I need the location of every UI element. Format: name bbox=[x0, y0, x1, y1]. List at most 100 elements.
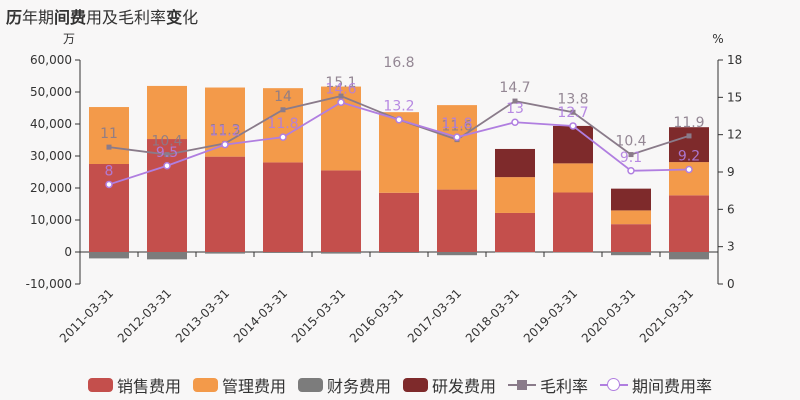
point-期间费用率-2016-03-31 bbox=[395, 115, 403, 124]
bar-管理费用-2019-03-31 bbox=[553, 163, 593, 193]
data-label-毛利率: 11.6 bbox=[441, 119, 472, 135]
legend-item-研发费用[interactable]: 研发费用 bbox=[403, 373, 496, 397]
data-label-期间费用率: 14.6 bbox=[325, 81, 356, 97]
data-label-毛利率: 14.7 bbox=[499, 80, 530, 96]
data-label-期间费用率: 13.2 bbox=[383, 99, 414, 115]
point-期间费用率-2015-03-31 bbox=[337, 98, 345, 107]
bar-销售费用-2021-03-31 bbox=[669, 195, 709, 252]
data-label-毛利率: 13.8 bbox=[557, 91, 588, 107]
x-tick-label: 2019-03-31 bbox=[521, 286, 580, 345]
bar-研发费用-2020-03-31 bbox=[611, 188, 651, 211]
bar-销售费用-2017-03-31 bbox=[437, 189, 477, 252]
data-label-毛利率: 14 bbox=[274, 89, 292, 105]
point-毛利率-2012-03-31 bbox=[164, 152, 170, 158]
legend-swatch bbox=[403, 378, 428, 392]
bar-管理费用-2012-03-31 bbox=[147, 85, 187, 140]
y-right-tick-label: 9 bbox=[727, 165, 735, 179]
title-part-3: 用及毛利率 bbox=[86, 8, 167, 27]
bar-财务费用-2011-03-31 bbox=[89, 252, 129, 259]
bar-财务费用-2016-03-31 bbox=[379, 252, 419, 253]
point-期间费用率-2019-03-31 bbox=[569, 122, 577, 130]
x-tick-label: 2018-03-31 bbox=[463, 286, 522, 345]
bar-研发费用-2018-03-31 bbox=[495, 148, 535, 178]
point-毛利率-2011-03-31 bbox=[106, 144, 112, 150]
title-part-4: 变 bbox=[166, 8, 183, 27]
legend-label: 销售费用 bbox=[116, 377, 181, 396]
x-tick-label: 2016-03-31 bbox=[347, 286, 406, 345]
legend-label: 财务费用 bbox=[326, 377, 391, 396]
point-期间费用率-2013-03-31 bbox=[221, 140, 229, 149]
y-right-tick-label: 15 bbox=[727, 90, 742, 104]
point-毛利率-2020-03-31 bbox=[628, 152, 634, 158]
title-part-1: 年期 bbox=[22, 8, 55, 27]
x-tick-label: 2014-03-31 bbox=[231, 286, 290, 345]
point-期间费用率-2012-03-31 bbox=[163, 162, 171, 170]
data-label-期间费用率: 11.8 bbox=[441, 116, 472, 132]
bar-销售费用-2013-03-31 bbox=[205, 156, 245, 252]
bar-销售费用-2015-03-31 bbox=[321, 170, 361, 252]
legend-label: 研发费用 bbox=[432, 377, 497, 396]
bar-管理费用-2011-03-31 bbox=[89, 107, 129, 164]
line-circle-marker-icon bbox=[600, 378, 629, 392]
y-left-tick-label: 60,000 bbox=[30, 53, 72, 67]
point-毛利率-2015-03-31 bbox=[338, 93, 344, 99]
bar-财务费用-2018-03-31 bbox=[495, 252, 535, 253]
y-left-tick-label: -10,000 bbox=[26, 277, 72, 291]
bar-财务费用-2020-03-31 bbox=[611, 252, 651, 256]
data-label-期间费用率: 11.8 bbox=[267, 116, 298, 132]
bar-销售费用-2018-03-31 bbox=[495, 212, 535, 252]
bar-销售费用-2012-03-31 bbox=[147, 139, 187, 252]
y-left-unit-label: 万 bbox=[63, 32, 75, 46]
data-label-毛利率: 11.3 bbox=[209, 122, 240, 138]
bar-销售费用-2019-03-31 bbox=[553, 192, 593, 252]
title-part-0: 历 bbox=[6, 8, 23, 27]
bar-销售费用-2016-03-31 bbox=[379, 192, 419, 252]
y-left-tick-label: 30,000 bbox=[30, 149, 72, 163]
x-tick-label: 2013-03-31 bbox=[173, 286, 232, 345]
y-left-tick-label: 20,000 bbox=[30, 181, 72, 195]
point-期间费用率-2017-03-31 bbox=[453, 133, 461, 141]
point-毛利率-2018-03-31 bbox=[512, 98, 518, 104]
y-right-tick-label: 12 bbox=[727, 128, 742, 142]
title-part-5: 化 bbox=[182, 8, 199, 27]
bar-销售费用-2020-03-31 bbox=[611, 224, 651, 252]
point-期间费用率-2014-03-31 bbox=[279, 133, 287, 141]
bar-财务费用-2012-03-31 bbox=[147, 252, 187, 260]
point-毛利率-2014-03-31 bbox=[280, 107, 286, 113]
legend-item-毛利率[interactable]: 毛利率 bbox=[508, 373, 588, 397]
legend-item-财务费用[interactable]: 财务费用 bbox=[297, 373, 391, 397]
data-label-期间费用率: 9.2 bbox=[678, 149, 700, 165]
legend-swatch bbox=[297, 378, 323, 392]
y-right-tick-label: 3 bbox=[727, 240, 735, 254]
x-tick-label: 2021-03-31 bbox=[637, 286, 696, 345]
x-tick-label: 2011-03-31 bbox=[57, 286, 116, 345]
data-label-期间费用率: 13 bbox=[506, 101, 524, 117]
y-right-tick-label: 0 bbox=[727, 277, 735, 291]
bar-财务费用-2014-03-31 bbox=[263, 252, 303, 253]
chart-title: 历年期间费用及毛利率变化 bbox=[6, 4, 198, 28]
bar-财务费用-2021-03-31 bbox=[669, 252, 709, 260]
bar-财务费用-2017-03-31 bbox=[437, 252, 477, 256]
bar-销售费用-2014-03-31 bbox=[263, 162, 303, 252]
bar-管理费用-2018-03-31 bbox=[495, 177, 535, 213]
x-tick-label: 2012-03-31 bbox=[115, 286, 174, 345]
data-label-毛利率: 16.8 bbox=[383, 55, 414, 71]
legend-item-期间费用率[interactable]: 期间费用率 bbox=[600, 373, 712, 397]
legend-item-管理费用[interactable]: 管理费用 bbox=[192, 373, 286, 397]
bar-销售费用-2011-03-31 bbox=[89, 164, 129, 252]
data-label-期间费用率: 12.7 bbox=[557, 105, 588, 121]
y-right-tick-label: 18 bbox=[727, 53, 742, 67]
data-label-毛利率: 10.4 bbox=[615, 134, 646, 150]
data-label-期间费用率: 11.2 bbox=[209, 124, 240, 140]
legend-label: 期间费用率 bbox=[632, 377, 713, 396]
data-label-期间费用率: 8 bbox=[105, 163, 114, 179]
legend-label: 管理费用 bbox=[221, 377, 286, 396]
bar-财务费用-2015-03-31 bbox=[321, 252, 361, 254]
point-期间费用率-2020-03-31 bbox=[627, 167, 635, 175]
bar-管理费用-2020-03-31 bbox=[611, 210, 651, 225]
x-tick-label: 2017-03-31 bbox=[405, 286, 464, 345]
data-label-毛利率: 11.9 bbox=[673, 115, 704, 131]
point-期间费用率-2018-03-31 bbox=[511, 118, 519, 126]
legend-item-销售费用[interactable]: 销售费用 bbox=[87, 373, 181, 397]
